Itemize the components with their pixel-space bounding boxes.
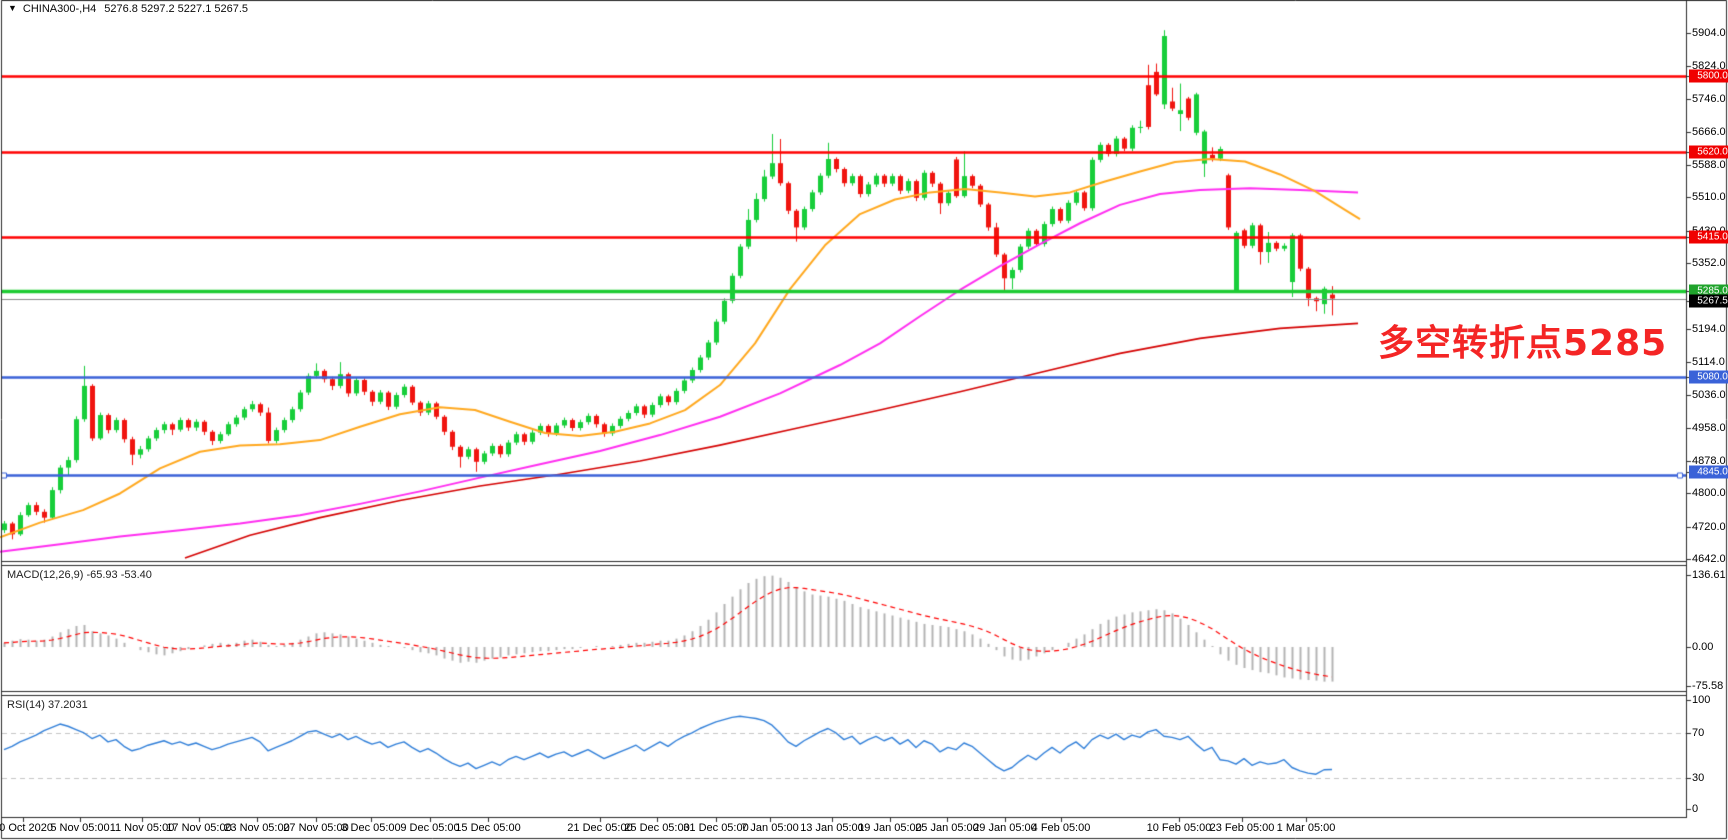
price-tick-label: 5588.0 [1692, 159, 1726, 171]
price-tick-label: 4958.0 [1692, 422, 1726, 434]
price-tick-label: 5352.0 [1692, 257, 1726, 269]
date-tick-label: 19 Jan 05:00 [858, 822, 922, 834]
dropdown-icon[interactable]: ▼ [8, 3, 17, 13]
date-tick-label: 13 Jan 05:00 [800, 822, 864, 834]
price-tick-label: 5510.0 [1692, 191, 1726, 203]
price-level-badge: 5285.0 [1689, 284, 1728, 298]
rsi-indicator-label: RSI(14) 37.2031 [7, 699, 88, 711]
rsi-tick-label: 0 [1692, 803, 1699, 815]
price-tick-label: 4800.0 [1692, 487, 1726, 499]
rsi-tick-label: 100 [1692, 694, 1711, 706]
price-tick-label: 5114.0 [1692, 356, 1725, 368]
price-level-badge: 5415.0 [1689, 230, 1728, 244]
date-tick-label: 27 Nov 05:00 [283, 822, 349, 834]
date-tick-label: 5 Nov 05:00 [50, 822, 110, 834]
ohlc-values: 5276.8 5297.2 5227.1 5267.5 [104, 3, 249, 15]
macd-tick-label: -75.58 [1692, 680, 1724, 692]
price-tick-label: 5666.0 [1692, 126, 1726, 138]
date-tick-label: 17 Nov 05:00 [166, 822, 232, 834]
date-tick-label: 25 Dec 05:00 [624, 822, 690, 834]
date-tick-label: 25 Jan 05:00 [915, 822, 979, 834]
price-tick-label: 4878.0 [1692, 455, 1726, 467]
chart-title: ▼ CHINA300-,H4 5276.8 5297.2 5227.1 5267.5 [8, 3, 248, 15]
price-tick-label: 5036.0 [1692, 389, 1726, 401]
date-tick-label: 23 Nov 05:00 [224, 822, 290, 834]
price-tick-label: 5904.0 [1692, 27, 1726, 39]
price-level-badge: 4845.0 [1689, 465, 1728, 479]
date-tick-label: 11 Nov 05:00 [109, 822, 175, 834]
price-tick-label: 4720.0 [1692, 521, 1726, 533]
date-tick-label: 23 Feb 05:00 [1209, 822, 1275, 834]
date-tick-label: 1 Mar 05:00 [1276, 822, 1336, 834]
rsi-tick-label: 70 [1692, 727, 1705, 739]
date-tick-label: 31 Dec 05:00 [683, 822, 749, 834]
date-tick-label: 10 Feb 05:00 [1146, 822, 1212, 834]
macd-tick-label: 0.00 [1692, 641, 1714, 653]
date-tick-label: 21 Dec 05:00 [567, 822, 633, 834]
date-tick-label: 15 Dec 05:00 [455, 822, 521, 834]
price-level-badge: 5800.0 [1689, 69, 1728, 83]
date-tick-label: 7 Jan 05:00 [741, 822, 799, 834]
price-level-badge: 5620.0 [1689, 145, 1728, 159]
rsi-tick-label: 30 [1692, 772, 1705, 784]
annotation-text[interactable]: 多空转折点5285 [1378, 323, 1668, 364]
date-tick-label: 3 Dec 05:00 [341, 822, 401, 834]
macd-indicator-label: MACD(12,26,9) -65.93 -53.40 [7, 569, 152, 581]
date-tick-label: 30 Oct 2020 [0, 822, 53, 834]
macd-tick-label: 136.61 [1692, 569, 1726, 581]
price-tick-label: 5824.0 [1692, 60, 1726, 72]
price-level-badge: 5267.5 [1689, 294, 1728, 308]
price-tick-label: 4642.0 [1692, 553, 1726, 565]
price-level-badge: 5080.0 [1689, 370, 1728, 384]
symbol-period-label: CHINA300-,H4 [22, 3, 97, 15]
date-tick-label: 4 Feb 05:00 [1031, 822, 1091, 834]
price-tick-label: 5194.0 [1692, 323, 1726, 335]
date-tick-label: 9 Dec 05:00 [400, 822, 460, 834]
price-tick-label: 5746.0 [1692, 93, 1726, 105]
date-tick-label: 29 Jan 05:00 [973, 822, 1037, 834]
